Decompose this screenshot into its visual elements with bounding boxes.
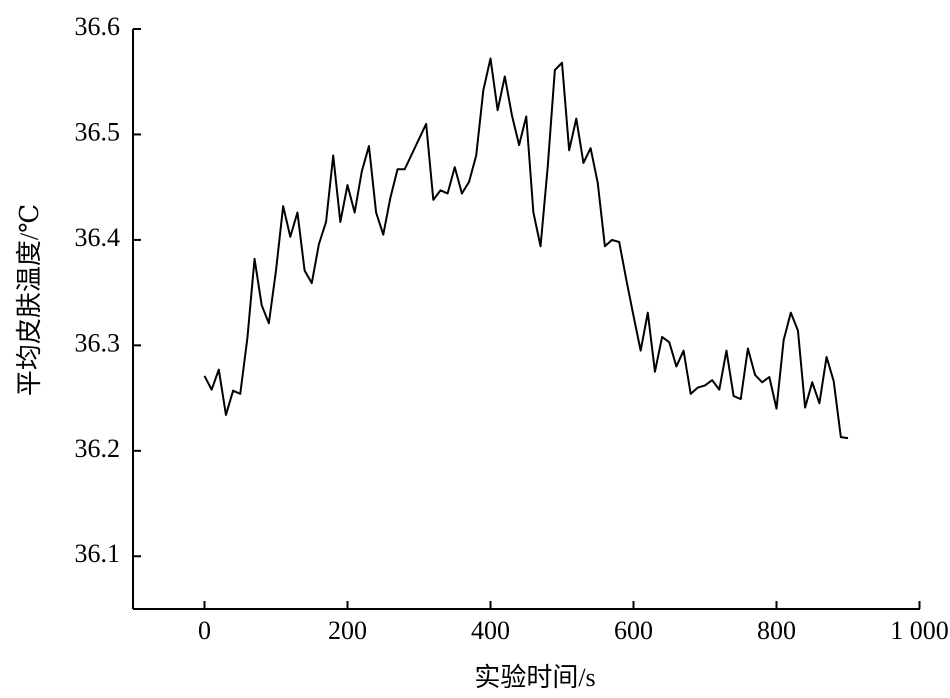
x-axis-label: 实验时间/s <box>474 663 595 692</box>
x-tick-label: 600 <box>614 616 653 645</box>
x-tick-label: 400 <box>471 616 510 645</box>
y-tick-label: 36.4 <box>75 223 121 252</box>
y-axis-label: 平均皮肤温度/℃ <box>15 204 44 396</box>
x-tick-label: 0 <box>198 616 211 645</box>
data-line <box>203 57 849 440</box>
y-tick-label: 36.1 <box>75 539 121 568</box>
x-tick-label: 1 000 <box>890 616 949 645</box>
y-tick-label: 36.5 <box>75 117 121 146</box>
x-tick-label: 800 <box>757 616 796 645</box>
x-tick-label: 200 <box>328 616 367 645</box>
y-tick-label: 36.3 <box>75 328 121 357</box>
y-tick-label: 36.2 <box>75 434 121 463</box>
y-tick-label: 36.6 <box>75 12 121 41</box>
